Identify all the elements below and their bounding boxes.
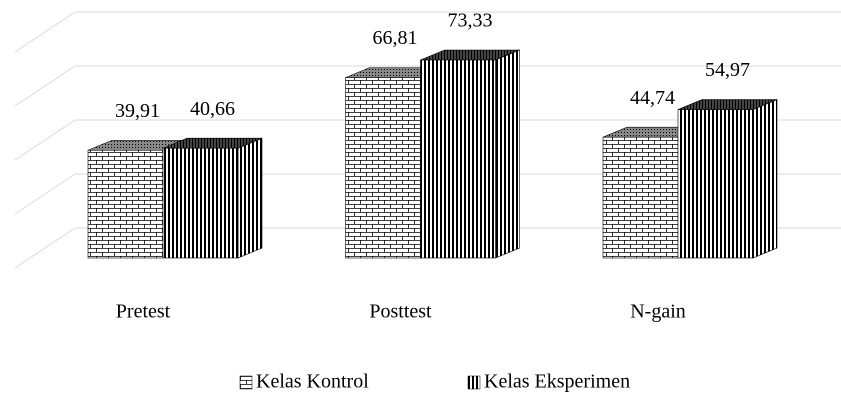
bar-side [495,49,520,259]
value-label: 39,91 [115,100,160,122]
bar-side [237,137,263,259]
legend-label: Kelas Kontrol [256,371,369,393]
grid-line-side [14,173,76,215]
grid-line-side [14,227,76,269]
bar [87,149,164,259]
legend-label: Kelas Eksperimen [484,371,630,393]
value-label: 54,97 [705,59,750,81]
x-tick-label: Posttest [369,301,432,323]
bar [602,136,679,259]
legend-swatch [467,375,481,390]
x-tick-label: Pretest [116,301,171,323]
grid-line-side [14,119,76,161]
value-label: 40,66 [190,98,235,120]
bar [345,77,421,259]
legend-swatch [239,375,253,390]
bar [677,109,754,259]
value-label: 44,74 [630,87,675,109]
grid-line-side [14,11,76,53]
grid-line-side [14,65,76,107]
bar [420,59,496,259]
bars [87,49,778,259]
bar-side [752,99,778,259]
x-tick-label: N-gain [630,301,686,323]
value-label: 73,33 [448,10,493,32]
bar [162,147,239,259]
value-label: 66,81 [373,27,418,49]
